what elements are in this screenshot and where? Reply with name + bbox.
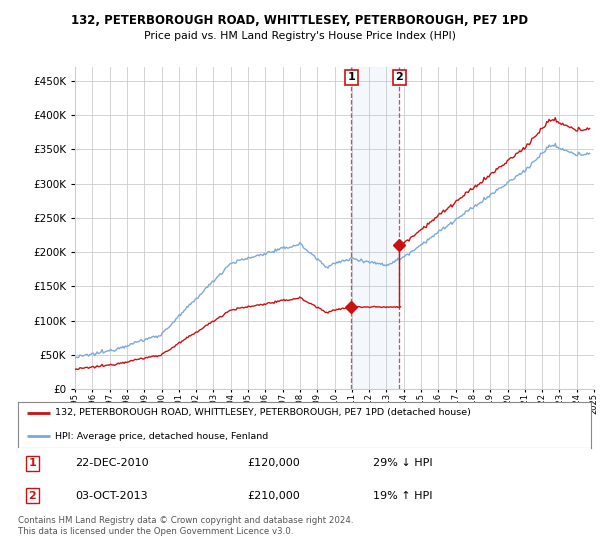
Text: 03-OCT-2013: 03-OCT-2013	[76, 491, 148, 501]
Text: 2: 2	[28, 491, 36, 501]
Text: 1: 1	[28, 459, 36, 469]
Text: HPI: Average price, detached house, Fenland: HPI: Average price, detached house, Fenl…	[55, 432, 268, 441]
Text: Price paid vs. HM Land Registry's House Price Index (HPI): Price paid vs. HM Land Registry's House …	[144, 31, 456, 41]
Text: 132, PETERBOROUGH ROAD, WHITTLESEY, PETERBOROUGH, PE7 1PD: 132, PETERBOROUGH ROAD, WHITTLESEY, PETE…	[71, 14, 529, 27]
Text: £210,000: £210,000	[247, 491, 300, 501]
Text: 1: 1	[347, 72, 355, 82]
Text: 132, PETERBOROUGH ROAD, WHITTLESEY, PETERBOROUGH, PE7 1PD (detached house): 132, PETERBOROUGH ROAD, WHITTLESEY, PETE…	[55, 408, 471, 417]
Text: 19% ↑ HPI: 19% ↑ HPI	[373, 491, 433, 501]
Text: 22-DEC-2010: 22-DEC-2010	[76, 459, 149, 469]
Text: 2: 2	[395, 72, 403, 82]
Bar	[351, 67, 400, 389]
Text: £120,000: £120,000	[247, 459, 300, 469]
Text: 29% ↓ HPI: 29% ↓ HPI	[373, 459, 433, 469]
Text: Contains HM Land Registry data © Crown copyright and database right 2024.
This d: Contains HM Land Registry data © Crown c…	[18, 516, 353, 536]
